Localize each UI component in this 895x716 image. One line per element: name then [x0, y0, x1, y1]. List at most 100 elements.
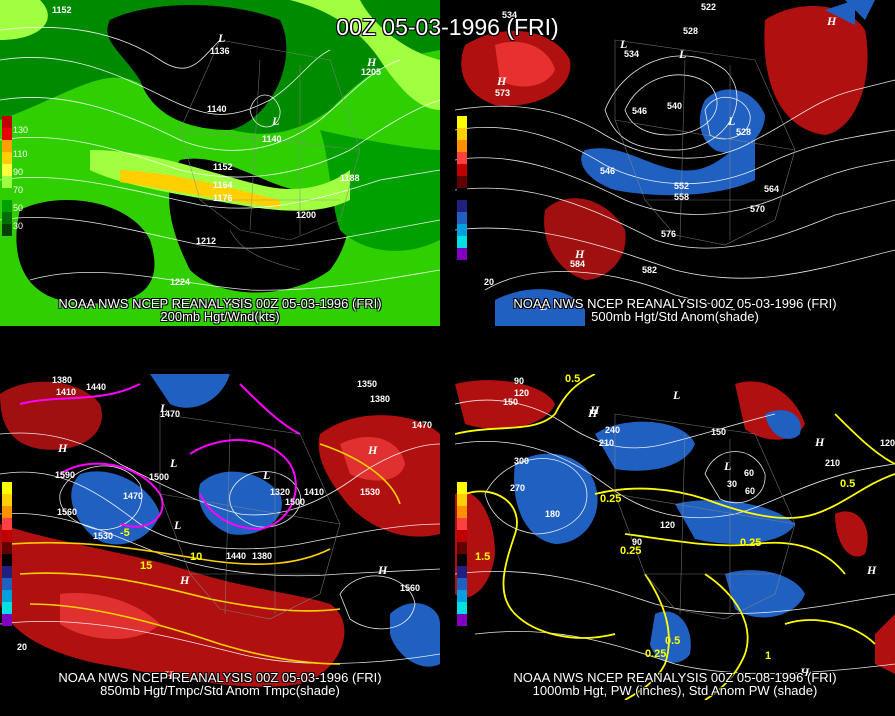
- contour-label: 210: [825, 458, 840, 468]
- panel-500mb: 534 522 534 528 546 540 546 552 558 564 …: [455, 0, 895, 326]
- contour-label: 60: [744, 468, 754, 478]
- contour-label: 558: [674, 192, 689, 202]
- pw-label: 0.25: [645, 648, 666, 660]
- contour-label: 30: [727, 479, 737, 489]
- low-center: L: [539, 299, 547, 313]
- low-center: L: [173, 518, 181, 532]
- map-500mb: 534 522 534 528 546 540 546 552 558 564 …: [455, 0, 895, 326]
- panel-caption: NOAA NWS NCEP REANALYSIS 00Z 05-03-1996 …: [58, 296, 382, 311]
- pw-label: 0.5: [565, 374, 580, 385]
- contour-label: 1200: [296, 210, 316, 220]
- high-center: H: [589, 403, 600, 417]
- contour-label: 20: [484, 277, 494, 287]
- contour-label: 573: [495, 88, 510, 98]
- contour-label: 150: [711, 427, 726, 437]
- low-center: L: [159, 401, 167, 415]
- panel-1000mb: 90 120 150 240 210 300 270 180 90 120 15…: [455, 374, 895, 700]
- contour-label: 1500: [285, 497, 305, 507]
- contour-label: 120: [880, 438, 895, 448]
- panel-subcaption: 1000mb Hgt, PW (inches), Std Anom PW (sh…: [532, 683, 818, 698]
- contour-label: 120: [514, 388, 529, 398]
- contour-label: 1212: [196, 236, 216, 246]
- contour-label: 1560: [57, 507, 77, 517]
- contour-label: 570: [750, 204, 765, 214]
- pw-label: 0.25: [620, 545, 641, 557]
- contour-label: 1590: [55, 470, 75, 480]
- color-legend: [457, 482, 469, 626]
- contour-label: 576: [661, 229, 676, 239]
- low-center: L: [169, 456, 177, 470]
- contour-label: 1380: [52, 375, 72, 385]
- contour-label: 540: [667, 101, 682, 111]
- contour-label: 1188: [340, 173, 360, 183]
- contour-label: 1530: [360, 487, 380, 497]
- high-center: H: [799, 665, 810, 679]
- contour-label: 552: [674, 181, 689, 191]
- contour-label: 180: [545, 509, 560, 519]
- high-center: H: [57, 441, 68, 455]
- high-center: H: [866, 563, 877, 577]
- contour-label: 1470: [123, 491, 143, 501]
- contour-label: 270: [510, 483, 525, 493]
- contour-label: 1380: [252, 551, 272, 561]
- contour-label: 528: [736, 127, 751, 137]
- low-center: L: [271, 114, 279, 128]
- contour-label: 546: [632, 106, 647, 116]
- low-center: L: [727, 114, 735, 128]
- pw-label: 0.5: [840, 478, 855, 490]
- contour-label: 1350: [357, 379, 377, 389]
- page-title: 00Z 05-03-1996 (FRI): [336, 14, 559, 40]
- temp-label: 10: [190, 551, 202, 563]
- panel-subcaption: 200mb Hgt/Wnd(kts): [160, 309, 280, 324]
- pw-label: 0.25: [600, 493, 621, 505]
- low-center: L: [217, 31, 225, 45]
- low-center: L: [619, 37, 627, 51]
- low-center: L: [723, 459, 731, 473]
- contour-label: 1140: [262, 134, 282, 144]
- map-850mb: 1380 1410 1440 1470 1350 1380 1470 1590 …: [0, 374, 440, 687]
- contour-label: 1470: [412, 420, 432, 430]
- panel-subcaption: 850mb Hgt/Tmpc/Std Anom Tmpc(shade): [100, 683, 340, 698]
- panel-200mb: 1152 1136 1140 1140 1205 1152 1164 1176 …: [0, 0, 440, 326]
- high-center: H: [587, 406, 598, 420]
- panel-caption: NOAA NWS NCEP REANALYSIS 00Z 05-08-1996 …: [513, 670, 837, 685]
- panel-caption: NOAA NWS NCEP REANALYSIS 00Z 05-03-1996 …: [513, 296, 837, 311]
- contour-label: 1136: [210, 46, 230, 56]
- contour-label: 1470: [160, 409, 180, 419]
- contour-label: 1224: [170, 277, 190, 287]
- contour-label: 1380: [370, 394, 390, 404]
- contour-label: 1530: [93, 531, 113, 541]
- high-center: H: [496, 74, 507, 88]
- contour-label: 564: [764, 184, 779, 194]
- color-legend: [457, 116, 469, 260]
- contour-label: 1152: [213, 162, 233, 172]
- high-center: H: [377, 563, 388, 577]
- contour-label: 582: [642, 265, 657, 275]
- contour-label: 584: [570, 259, 585, 269]
- high-center: H: [163, 668, 174, 682]
- contour-label: 300: [514, 456, 529, 466]
- low-center: L: [262, 468, 270, 482]
- contour-label: 1410: [304, 487, 324, 497]
- high-center: H: [574, 247, 585, 261]
- contour-label: 534: [624, 49, 639, 59]
- contour-label: 1410: [56, 387, 76, 397]
- map-200mb: 1152 1136 1140 1140 1205 1152 1164 1176 …: [0, 0, 440, 326]
- contour-label: 1440: [86, 382, 106, 392]
- contour-label: 240: [605, 425, 620, 435]
- temp-label: -5: [120, 527, 130, 539]
- contour-label: 1320: [270, 487, 290, 497]
- contour-label: 1140: [207, 104, 227, 114]
- contour-label: 546: [600, 166, 615, 176]
- panel-subcaption: 500mb Hgt/Std Anom(shade): [591, 309, 759, 324]
- contour-label: 120: [660, 520, 675, 530]
- contour-label: 534: [502, 10, 517, 20]
- contour-label: 1500: [149, 472, 169, 482]
- color-legend: [2, 116, 14, 236]
- color-legend: [2, 482, 14, 626]
- panel-850mb: 1380 1410 1440 1470 1350 1380 1470 1590 …: [0, 374, 440, 700]
- high-center: H: [367, 443, 378, 457]
- contour-label: 1440: [226, 551, 246, 561]
- contour-label: 1560: [400, 583, 420, 593]
- low-center: L: [678, 47, 686, 61]
